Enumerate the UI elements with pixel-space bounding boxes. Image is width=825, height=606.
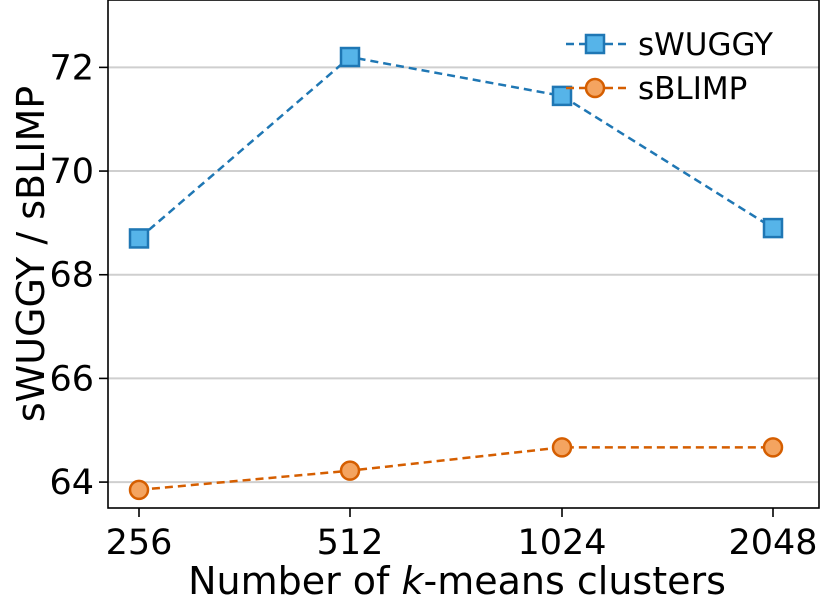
x-tick-label: 512 [317,523,384,563]
series-line-sblimp [138,446,773,492]
legend-label-swuggy: sWUGGY [638,27,773,63]
y-tick-label: 70 [49,152,94,192]
x-tick-label: 1024 [517,523,606,563]
grid-lines [108,66,819,484]
y-axis-label: sWUGGY / sBLIMP [9,86,53,422]
data-point-sblimp [128,479,150,501]
plot-frame [107,0,820,509]
y-tick-label: 72 [49,48,94,88]
y-tick-label: 66 [49,359,94,399]
series-line-swuggy [138,55,774,240]
series-layer [128,46,784,501]
data-point-sblimp [551,437,573,458]
legend-marker-swuggy [584,33,606,55]
axis-ticks: 64 66 68 70 72 256 512 1024 2048 [49,48,817,563]
data-point-swuggy [339,46,361,68]
x-tick-label: 256 [106,523,173,563]
data-point-swuggy [762,217,784,239]
y-tick-label: 68 [49,256,94,296]
data-point-swuggy [551,85,573,107]
data-point-swuggy [128,228,150,249]
x-axis-label: Number of k-means clusters [188,559,726,603]
x-tick-label: 2048 [728,523,817,563]
y-tick-label: 64 [49,463,94,503]
legend-label-sblimp: sBLIMP [638,71,747,107]
legend-marker-sblimp [584,77,606,99]
data-point-sblimp [762,437,784,458]
data-point-sblimp [339,460,361,481]
legend: sWUGGY sBLIMP [566,27,773,107]
